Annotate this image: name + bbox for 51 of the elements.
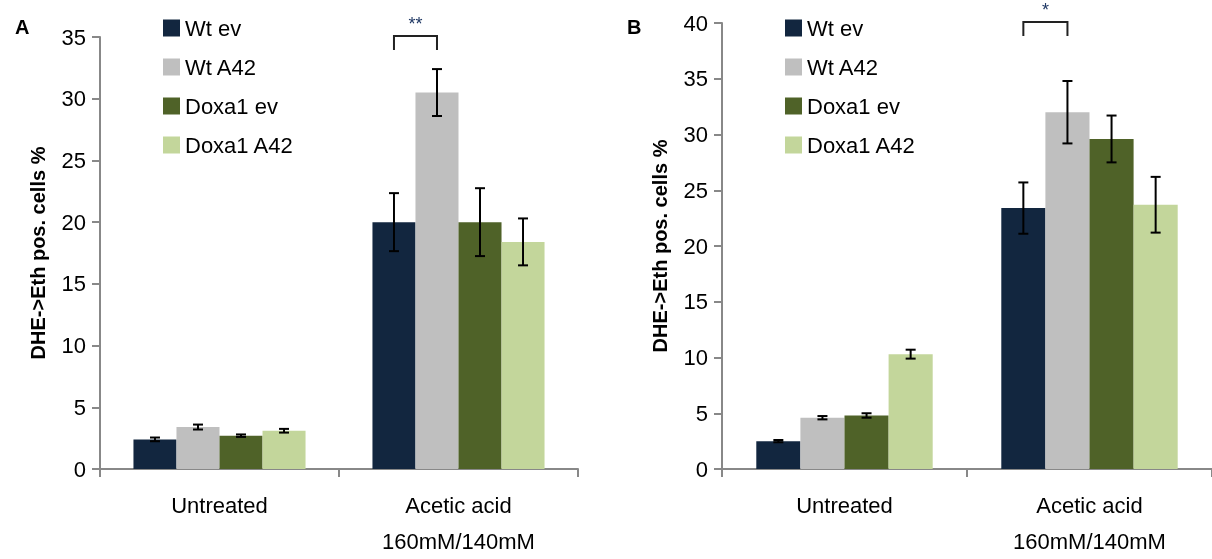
y-tick-label: 40 xyxy=(683,10,708,36)
legend-label: Wt ev xyxy=(185,15,242,41)
bar xyxy=(1045,112,1090,469)
legend-label: Wt A42 xyxy=(185,54,256,80)
text: * xyxy=(1041,0,1049,20)
bar xyxy=(1089,138,1134,469)
legend-label: Doxa1 ev xyxy=(185,93,278,119)
y-tick-label: 5 xyxy=(695,400,708,426)
bar xyxy=(458,222,502,469)
y-tick-label: 0 xyxy=(73,456,86,482)
y-tick-label: 20 xyxy=(61,209,86,235)
legend-label: Doxa1 ev xyxy=(807,93,900,119)
chart-title: B xyxy=(627,16,642,38)
y-tick-label: 25 xyxy=(683,177,708,203)
x-tick-label: Untreated xyxy=(171,492,268,518)
chart-title: A xyxy=(15,16,30,38)
y-axis-title: DHE->Eth pos. cells % xyxy=(27,146,49,360)
y-tick-label: 5 xyxy=(73,394,86,420)
y-tick-label: 35 xyxy=(61,24,86,50)
text: ** xyxy=(408,14,423,34)
bar xyxy=(372,222,416,469)
y-tick-label: 30 xyxy=(683,122,708,147)
bar xyxy=(1001,208,1046,469)
bar xyxy=(176,427,220,469)
y-tick-label: 25 xyxy=(61,147,86,173)
x-tick-label: Acetic acid 160mM/140mM xyxy=(1013,492,1166,554)
legend-label: Doxa1 A42 xyxy=(807,132,915,158)
bar xyxy=(800,417,845,469)
bar xyxy=(756,441,801,469)
bar xyxy=(844,415,889,469)
y-tick-label: 15 xyxy=(61,271,86,297)
bar xyxy=(415,92,459,469)
y-tick-label: 15 xyxy=(683,289,708,315)
bar xyxy=(262,430,306,469)
legend-label: Wt A42 xyxy=(807,54,878,80)
y-tick-label: 35 xyxy=(683,66,708,92)
y-tick-label: 0 xyxy=(695,456,708,482)
bar xyxy=(219,435,263,469)
y-tick-label: 10 xyxy=(61,333,86,359)
bar xyxy=(501,241,545,469)
x-tick-label: Acetic acid 160mM/140mM xyxy=(382,492,535,554)
y-tick-label: 10 xyxy=(683,345,708,370)
bar xyxy=(133,439,177,469)
bar xyxy=(1133,204,1178,469)
legend-label: Doxa1 A42 xyxy=(185,132,293,158)
legend-label: Wt ev xyxy=(807,15,864,41)
y-tick-label: 30 xyxy=(61,86,86,112)
y-axis-title: DHE->Eth pos. cells % xyxy=(649,139,671,353)
y-tick-label: 20 xyxy=(683,233,708,259)
x-tick-label: Untreated xyxy=(796,492,893,518)
bar xyxy=(888,354,933,469)
